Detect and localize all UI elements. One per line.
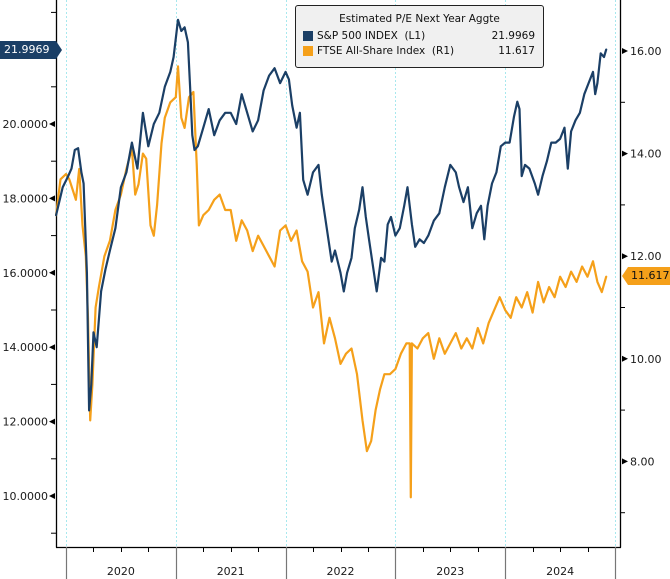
legend: Estimated P/E Next Year Aggte S&P 500 IN… — [295, 5, 544, 68]
legend-value-ftse: 11.617 — [498, 44, 535, 57]
right-tick-label: 12.00 — [630, 250, 662, 263]
gridlines — [66, 0, 616, 547]
axes: 10.0000 12.0000 14.0000 16.0000 18.0000 20.00… — [3, 0, 662, 579]
right-tick-label: 10.00 — [630, 353, 662, 366]
left-major-tick — [49, 195, 55, 202]
left-tick-label: 16.0000 — [3, 267, 49, 280]
left-major-tick — [49, 121, 55, 127]
legend-swatch-sp500 — [303, 30, 313, 41]
right-major-tick — [622, 150, 628, 157]
legend-swatch-ftse — [303, 45, 313, 56]
right-major-tick — [622, 48, 628, 54]
x-tick-label-2023: 2023 — [436, 565, 464, 578]
last-value-flag-left: 21.9969 — [0, 41, 62, 59]
left-tick-label: 18.0000 — [3, 192, 49, 205]
series-lines — [54, 18, 608, 499]
series-line-ftse — [54, 65, 608, 499]
right-major-tick — [622, 253, 628, 260]
left-major-tick — [49, 418, 55, 425]
legend-entry-sp500: S&P 500 INDEX (L1) 21.9969 — [296, 28, 543, 43]
legend-label-sp500: S&P 500 INDEX (L1) — [317, 29, 426, 42]
left-major-tick — [49, 269, 55, 276]
legend-value-sp500: 21.9969 — [491, 29, 535, 42]
legend-entry-ftse: FTSE All-Share Index (R1) 11.617 — [296, 43, 543, 58]
left-major-tick — [49, 344, 55, 351]
left-tick-label: 20.0000 — [3, 118, 49, 131]
series-line-sp500 — [54, 18, 608, 412]
right-major-tick — [622, 355, 628, 362]
x-tick-label-2024: 2024 — [546, 565, 574, 578]
right-tick-label: 14.00 — [630, 148, 662, 161]
right-tick-label: 8.00 — [630, 455, 655, 468]
left-major-tick — [49, 493, 55, 499]
x-tick-label-2020: 2020 — [107, 565, 135, 578]
left-tick-label: 14.0000 — [3, 341, 49, 354]
right-tick-label: 16.00 — [630, 45, 662, 58]
x-tick-label-2021: 2021 — [217, 565, 245, 578]
x-tick-label-2022: 2022 — [327, 565, 355, 578]
right-major-tick — [622, 458, 628, 465]
legend-label-ftse: FTSE All-Share Index (R1) — [317, 44, 455, 57]
last-value-flag-right: 11.617 — [622, 267, 670, 285]
left-tick-label: 12.0000 — [3, 416, 49, 429]
legend-title: Estimated P/E Next Year Aggte — [339, 13, 500, 25]
left-tick-label: 10.0000 — [3, 490, 49, 503]
